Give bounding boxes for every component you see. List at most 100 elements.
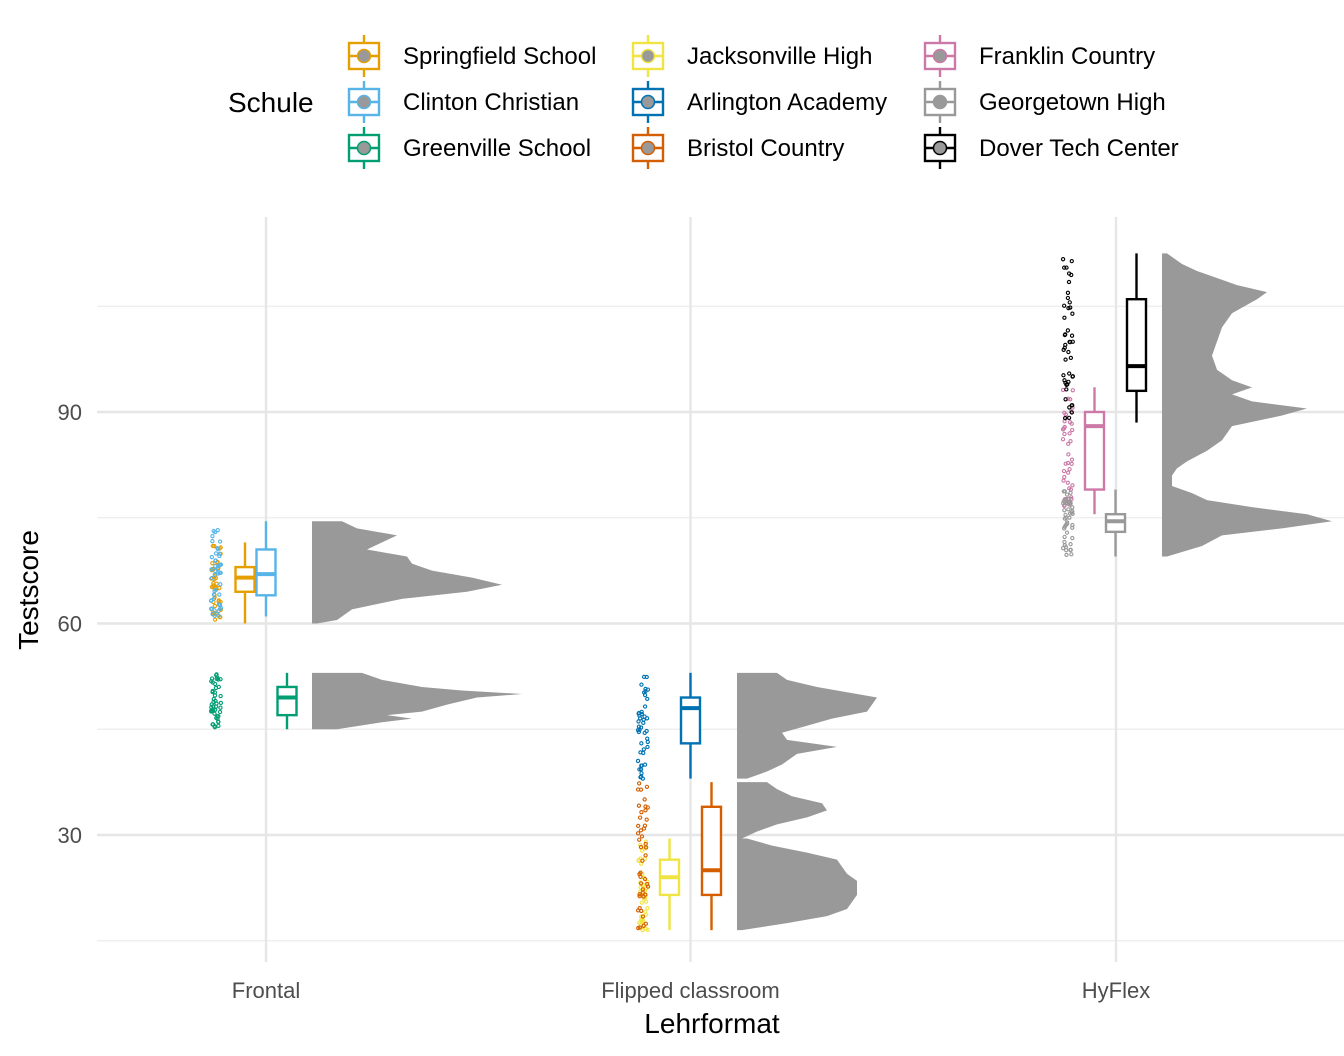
- data-point: [1062, 332, 1068, 338]
- density-cloud: [737, 672, 877, 779]
- data-point: [643, 686, 648, 692]
- data-point: [1062, 474, 1067, 480]
- data-point: [1068, 355, 1074, 361]
- data-point: [639, 848, 645, 853]
- data-point: [210, 561, 215, 566]
- data-point: [640, 858, 645, 863]
- legend-entry: Arlington Academy: [631, 81, 887, 123]
- data-point: [1067, 431, 1072, 436]
- data-point: [1068, 305, 1073, 310]
- data-point: [211, 696, 216, 702]
- legend-label: Georgetown High: [979, 89, 1166, 116]
- data-point: [1067, 486, 1072, 491]
- data-point: [215, 546, 220, 551]
- data-point: [1070, 374, 1076, 379]
- data-point: [1060, 387, 1066, 393]
- data-point: [1062, 315, 1067, 320]
- data-point: [637, 894, 642, 899]
- legend-key-point: [356, 140, 372, 156]
- data-point: [212, 693, 218, 698]
- data-point: [212, 725, 218, 730]
- legend-label: Clinton Christian: [403, 89, 579, 116]
- data-point: [215, 528, 220, 533]
- data-point: [643, 921, 649, 926]
- data-point: [210, 539, 215, 544]
- data-point: [1065, 290, 1071, 295]
- data-point: [210, 534, 215, 539]
- data-point: [217, 592, 222, 597]
- data-point: [636, 724, 642, 729]
- data-point: [643, 839, 649, 844]
- data-point: [1070, 522, 1075, 528]
- box-body: [679, 696, 702, 745]
- data-point: [642, 730, 647, 736]
- data-point: [641, 720, 646, 725]
- data-point: [644, 899, 649, 904]
- data-point: [645, 696, 650, 702]
- data-point: [1068, 439, 1073, 444]
- data-point: [643, 845, 649, 850]
- density-cloud: [1162, 253, 1332, 557]
- x-axis-title: Lehrformat: [644, 1008, 780, 1039]
- data-point: [645, 927, 650, 932]
- data-point: [217, 553, 222, 559]
- y-tick-label: 60: [58, 612, 82, 637]
- data-point: [216, 719, 221, 724]
- data-point: [640, 919, 645, 924]
- data-point: [1066, 271, 1072, 276]
- density-cloud: [737, 782, 827, 839]
- data-point: [636, 925, 641, 931]
- legend-key-point: [640, 140, 656, 156]
- data-point: [645, 687, 651, 692]
- data-point: [1061, 468, 1067, 474]
- data-point: [1066, 415, 1072, 421]
- data-point: [1061, 347, 1066, 352]
- data-point: [645, 879, 650, 884]
- data-point: [214, 701, 219, 706]
- legend-label: Bristol Country: [687, 135, 844, 162]
- data-point: [1070, 311, 1075, 316]
- data-point: [1062, 410, 1067, 415]
- data-point: [1069, 457, 1075, 462]
- data-point: [638, 881, 644, 886]
- data-point: [637, 906, 642, 911]
- data-point: [1064, 547, 1069, 553]
- data-point: [1069, 333, 1075, 338]
- data-point: [644, 674, 649, 680]
- box-body: [700, 805, 723, 897]
- data-point: [217, 585, 222, 591]
- data-point: [1061, 546, 1066, 551]
- data-point: [215, 714, 220, 719]
- data-point: [212, 572, 217, 577]
- data-point: [209, 679, 214, 684]
- data-point: [215, 566, 221, 572]
- data-point: [636, 719, 641, 724]
- data-point: [1060, 437, 1066, 442]
- data-point: [643, 912, 649, 917]
- data-point: [1069, 461, 1074, 467]
- data-point: [209, 606, 214, 611]
- data-point: [1067, 405, 1072, 410]
- data-point: [213, 529, 218, 535]
- data-point: [218, 705, 223, 710]
- data-point: [1066, 279, 1072, 285]
- data-point: [212, 543, 217, 549]
- data-point: [1062, 539, 1067, 545]
- x-tick-label: Flipped classroom: [601, 978, 780, 1003]
- data-point: [1062, 415, 1068, 421]
- data-point: [209, 705, 214, 710]
- data-point: [1066, 452, 1071, 457]
- data-point: [1067, 371, 1072, 376]
- data-point: [643, 808, 648, 813]
- data-point: [635, 787, 641, 792]
- data-point: [645, 736, 650, 741]
- data-point: [637, 713, 642, 718]
- data-point: [1062, 431, 1067, 437]
- data-point: [1070, 388, 1075, 393]
- data-point: [212, 681, 218, 687]
- data-point: [1063, 522, 1069, 528]
- data-point: [639, 900, 645, 905]
- data-point: [638, 828, 644, 833]
- legend-label: Springfield School: [403, 43, 596, 70]
